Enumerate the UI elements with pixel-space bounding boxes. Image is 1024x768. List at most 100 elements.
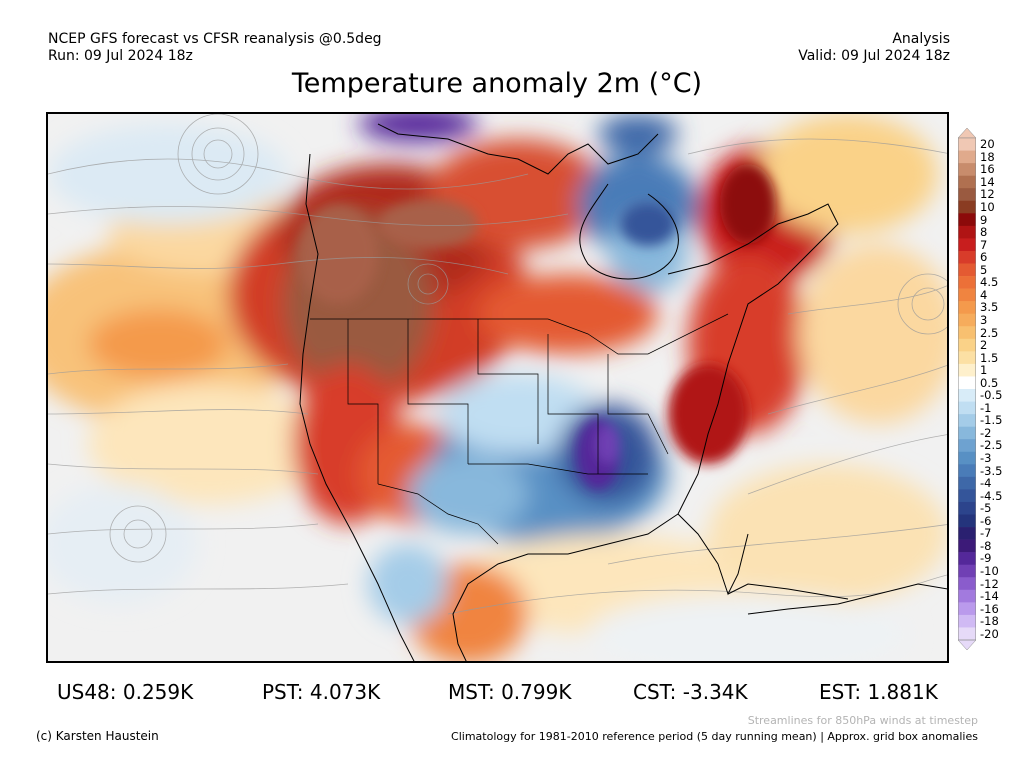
- colorbar-label: -8: [980, 538, 992, 553]
- colorbar-label: 2: [980, 338, 988, 353]
- streamlines-note: Streamlines for 850hPa winds at timestep: [747, 714, 978, 727]
- political-borders: [310, 313, 729, 545]
- colorbar-label: 14: [980, 174, 995, 189]
- model-description: NCEP GFS forecast vs CFSR reanalysis @0.…: [48, 31, 382, 47]
- colorbar-label: 4: [980, 287, 988, 302]
- stat-pst: PST: 4.073K: [262, 680, 381, 704]
- colorbar-segment: [958, 351, 976, 365]
- colorbar-segment: [958, 163, 976, 176]
- colorbar-label: -0.5: [980, 388, 1003, 403]
- colorbar-segment: [958, 539, 976, 553]
- colorbar-segment: [958, 338, 976, 352]
- colorbar-segment: [958, 288, 976, 302]
- run-time: Run: 09 Jul 2024 18z: [48, 48, 193, 64]
- colorbar-segment: [958, 250, 976, 264]
- analysis-label: Analysis: [892, 31, 950, 47]
- colorbar-outline: [958, 137, 976, 641]
- colorbar-segment: [958, 200, 976, 214]
- colorbar-label: 18: [980, 149, 995, 164]
- colorbar-label: 1.5: [980, 350, 999, 365]
- colorbar-label: -16: [980, 601, 999, 616]
- colorbar-segment: [958, 514, 976, 528]
- colorbar-label: -5: [980, 501, 992, 516]
- colorbar-label: 7: [980, 237, 988, 252]
- colorbar-label: -14: [980, 589, 999, 604]
- colorbar-segment: [958, 276, 976, 289]
- colorbar-label: 5: [980, 262, 988, 277]
- colorbar-segment: [958, 213, 976, 227]
- colorbar-label: 20: [980, 137, 995, 152]
- colorbar-top-arrow: [957, 127, 977, 139]
- colorbar-label: 2.5: [980, 325, 999, 340]
- colorbar-label: 3: [980, 312, 988, 327]
- map-title: Temperature anomaly 2m (°C): [291, 68, 703, 99]
- anomaly-cores: [298, 164, 776, 490]
- coastlines: [299, 123, 947, 661]
- colorbar-label: -1.5: [980, 413, 1003, 428]
- colorbar-label: -18: [980, 614, 999, 629]
- colorbar-segment: [958, 401, 976, 415]
- colorbar-label: 12: [980, 187, 995, 202]
- colorbar-segment: [958, 426, 976, 440]
- colorbar-label: -1: [980, 400, 992, 415]
- map-canvas: [48, 114, 947, 661]
- colorbar-segment: [958, 577, 976, 591]
- colorbar-segment: [958, 263, 976, 277]
- stat-us48: US48: 0.259K: [57, 680, 194, 704]
- colorbar-segment: [958, 138, 976, 151]
- climatology-note: Climatology for 1981-2010 reference peri…: [451, 730, 978, 743]
- colorbar-label: -3.5: [980, 463, 1003, 478]
- colorbar-label: -9: [980, 551, 992, 566]
- colorbar-label: -20: [980, 626, 999, 641]
- stat-mst: MST: 0.799K: [448, 680, 572, 704]
- colorbar-label: -10: [980, 563, 999, 578]
- colorbar-segment: [958, 627, 976, 641]
- colorbar-segment: [958, 489, 976, 503]
- colorbar-segment: [958, 451, 976, 465]
- colorbar-label: -7: [980, 526, 992, 541]
- colorbar-label: 1: [980, 363, 988, 378]
- colorbar-segment: [958, 614, 976, 628]
- colorbar-segment: [958, 589, 976, 603]
- colorbar-segment: [958, 564, 976, 578]
- colorbar-segment: [958, 301, 976, 314]
- colorbar-label: -3: [980, 451, 992, 466]
- colorbar-segment: [958, 439, 976, 453]
- colorbar-segment: [958, 238, 976, 252]
- colorbar-scale: [957, 127, 977, 651]
- colorbar-segment: [958, 188, 976, 202]
- colorbar-label: -12: [980, 576, 999, 591]
- colorbar-label: 16: [980, 162, 995, 177]
- colorbar-label: 8: [980, 225, 988, 240]
- colorbar: [957, 127, 977, 651]
- valid-time: Valid: 09 Jul 2024 18z: [798, 48, 950, 64]
- colorbar-label: -2: [980, 425, 992, 440]
- colorbar-segment: [958, 464, 976, 478]
- colorbar-segment: [958, 175, 976, 189]
- colorbar-segment: [958, 326, 976, 340]
- colorbar-label: 0.5: [980, 375, 999, 390]
- colorbar-segment: [958, 363, 976, 377]
- temperature-anomaly-map: [46, 112, 949, 663]
- colorbar-bottom-arrow: [957, 639, 977, 651]
- stat-cst: CST: -3.34K: [633, 680, 748, 704]
- colorbar-label: 9: [980, 212, 988, 227]
- colorbar-segment: [958, 414, 976, 427]
- colorbar-segment: [958, 150, 976, 164]
- colorbar-segment: [958, 602, 976, 616]
- colorbar-segment: [958, 225, 976, 239]
- colorbar-label: 4.5: [980, 275, 999, 290]
- colorbar-label: 6: [980, 250, 988, 265]
- colorbar-label: 3.5: [980, 300, 999, 315]
- colorbar-label: -2.5: [980, 438, 1003, 453]
- colorbar-label: -4: [980, 476, 992, 491]
- credit: (c) Karsten Haustein: [36, 729, 159, 743]
- colorbar-segment: [958, 552, 976, 565]
- colorbar-segment: [958, 389, 976, 402]
- wind-streamlines: [48, 114, 947, 615]
- colorbar-label: 10: [980, 200, 995, 215]
- colorbar-label: -6: [980, 513, 992, 528]
- colorbar-segment: [958, 476, 976, 490]
- colorbar-segment: [958, 376, 976, 390]
- colorbar-label: -4.5: [980, 488, 1003, 503]
